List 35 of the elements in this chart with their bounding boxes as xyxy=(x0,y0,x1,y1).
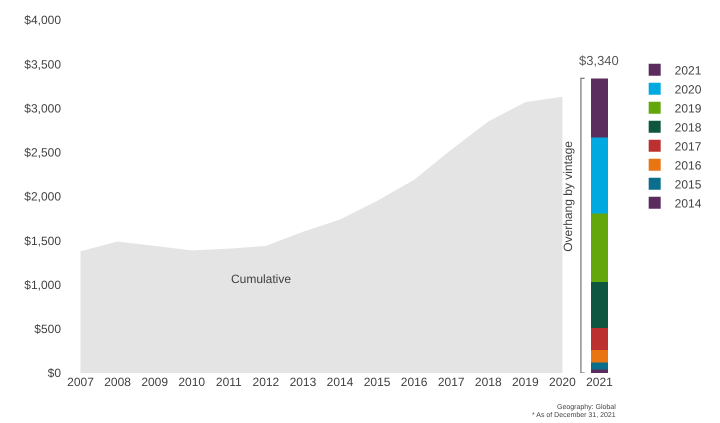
x-tick-label: 2019 xyxy=(512,375,539,389)
x-tick-label: 2011 xyxy=(216,375,242,389)
y-tick-label: $3,500 xyxy=(24,57,62,72)
legend-label: 2018 xyxy=(674,120,702,134)
y-tick-label: $4,000 xyxy=(24,13,62,28)
x-tick-label: 2012 xyxy=(252,375,280,389)
y-tick-label: $0 xyxy=(48,366,62,380)
legend-label: 2015 xyxy=(674,177,702,192)
annotation: Overhang by vintage xyxy=(560,140,575,252)
x-tick-label: 2018 xyxy=(474,375,502,389)
annotation: Cumulative xyxy=(231,272,292,286)
legend-label: 2021 xyxy=(674,63,702,78)
x-tick-label: 2007 xyxy=(67,375,94,389)
x-tick-label: 2008 xyxy=(104,375,132,389)
y-tick-label: $2,000 xyxy=(24,190,62,204)
x-tick-label: 2021 xyxy=(586,375,614,389)
x-tick-label: 2010 xyxy=(178,375,206,389)
y-tick-label: $1,000 xyxy=(24,278,62,292)
x-tick-label: 2020 xyxy=(549,375,576,389)
y-tick-label: $3,000 xyxy=(24,101,62,116)
legend-label: 2017 xyxy=(674,139,702,154)
legend-label: 2019 xyxy=(674,101,702,116)
legend-label: 2020 xyxy=(674,82,702,96)
x-tick-label: 2016 xyxy=(400,375,428,389)
legend-label: 2014 xyxy=(674,196,702,210)
x-tick-label: 2009 xyxy=(141,375,168,389)
x-tick-label: 2017 xyxy=(438,375,465,389)
x-tick-label: 2013 xyxy=(290,375,317,389)
x-tick-label: 2015 xyxy=(364,375,391,389)
x-tick-label: 2014 xyxy=(326,375,354,389)
total-label: $3,340 xyxy=(579,53,619,68)
y-tick-label: $1,500 xyxy=(24,234,62,248)
legend-label: 2016 xyxy=(674,158,702,172)
y-tick-label: $500 xyxy=(34,322,62,336)
y-tick-label: $2,500 xyxy=(24,146,62,160)
